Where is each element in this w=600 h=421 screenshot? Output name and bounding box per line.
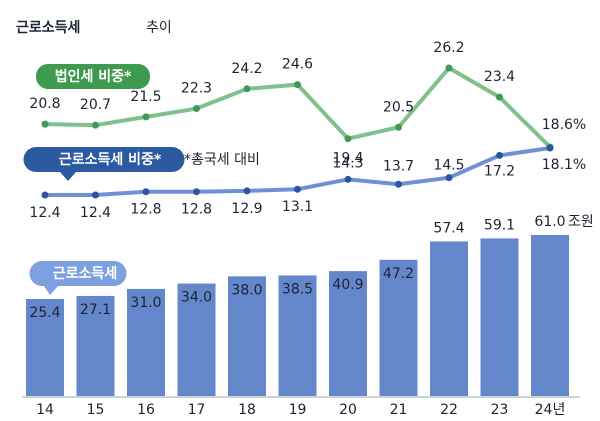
marker <box>142 188 150 196</box>
marker <box>142 113 150 121</box>
value-label: 19.4 <box>332 151 363 167</box>
chart-title: 근로소득세 <box>16 20 80 36</box>
value-label: 17.2 <box>484 163 515 179</box>
value-label: 12.8 <box>130 202 161 218</box>
value-label: 24.6 <box>282 57 313 73</box>
marker <box>294 185 301 193</box>
bar <box>430 241 468 396</box>
legend-label: 근로소득세 <box>53 266 117 282</box>
bar <box>127 288 165 396</box>
value-label: 59.1 <box>484 217 515 233</box>
value-label: 57.4 <box>433 220 464 236</box>
bar <box>531 235 569 396</box>
marker <box>496 93 503 101</box>
value-label: 25.4 <box>29 305 60 321</box>
marker <box>193 188 200 196</box>
x-tick-label: 23 <box>491 402 509 418</box>
marker <box>546 144 554 152</box>
value-label: 12.9 <box>231 201 262 217</box>
bar <box>329 271 367 396</box>
bar <box>480 238 519 396</box>
marker <box>92 121 99 129</box>
marker <box>41 120 49 128</box>
value-label: 26.2 <box>433 40 464 56</box>
value-label: 27.1 <box>80 302 111 318</box>
value-label: 34.0 <box>181 290 212 306</box>
marker <box>41 191 49 199</box>
x-tick-label: 19 <box>289 402 307 418</box>
marker <box>344 175 352 183</box>
legend-label: 근로소득세 비중* <box>59 152 162 168</box>
value-label: 20.5 <box>383 99 414 115</box>
value-label: 47.2 <box>383 266 414 282</box>
note: *총국세 대비 <box>184 152 260 168</box>
x-tick-label: 17 <box>188 402 206 418</box>
value-label: 38.5 <box>282 281 313 297</box>
value-label: 18.6% <box>542 117 586 133</box>
value-label: 14.5 <box>433 158 464 174</box>
marker <box>344 135 352 143</box>
value-label: 22.3 <box>181 81 212 97</box>
value-label: 24.2 <box>231 61 262 77</box>
value-label: 13.7 <box>383 158 414 174</box>
marker <box>395 180 402 188</box>
bar <box>26 299 64 396</box>
marker <box>445 174 453 182</box>
value-label: 21.5 <box>130 89 161 105</box>
value-label: 18.1% <box>542 157 586 173</box>
bar <box>177 283 216 396</box>
legend-label: 법인세 비중* <box>55 68 132 85</box>
marker <box>243 85 251 93</box>
value-label: 38.0 <box>231 282 262 298</box>
marker <box>193 105 200 113</box>
unit-label: 조원 <box>568 214 594 230</box>
value-label: 20.8 <box>29 96 60 112</box>
bar <box>379 259 418 396</box>
marker <box>445 64 453 72</box>
bar <box>228 276 266 396</box>
x-tick-label: 15 <box>87 402 105 418</box>
value-label: 12.4 <box>29 205 60 221</box>
marker <box>294 81 301 89</box>
legend-badge <box>29 261 127 295</box>
bar <box>76 295 115 396</box>
value-label: 23.4 <box>484 69 515 85</box>
value-label: 31.0 <box>130 295 161 311</box>
x-tick-label: 16 <box>137 402 155 418</box>
value-label: 12.4 <box>80 205 111 221</box>
marker <box>395 123 402 131</box>
x-tick-label: 22 <box>440 402 458 418</box>
legend-badge <box>23 147 185 181</box>
marker <box>243 187 251 195</box>
bar <box>278 275 317 396</box>
x-tick-label: 20 <box>339 402 357 418</box>
marker <box>496 151 503 159</box>
value-label: 61.0 <box>534 214 565 230</box>
value-label: 13.1 <box>282 199 313 215</box>
x-tick-label: 14 <box>36 402 54 418</box>
x-tick-label: 24년 <box>535 402 566 418</box>
value-label: 14.3 <box>332 155 363 171</box>
x-tick-label: 21 <box>390 402 408 418</box>
chart-subtitle: 추이 <box>146 20 172 36</box>
marker <box>92 191 99 199</box>
x-tick-label: 18 <box>238 402 256 418</box>
value-label: 12.8 <box>181 202 212 218</box>
value-label: 20.7 <box>80 97 111 113</box>
value-label: 40.9 <box>332 277 363 293</box>
legend-badge <box>36 64 150 89</box>
